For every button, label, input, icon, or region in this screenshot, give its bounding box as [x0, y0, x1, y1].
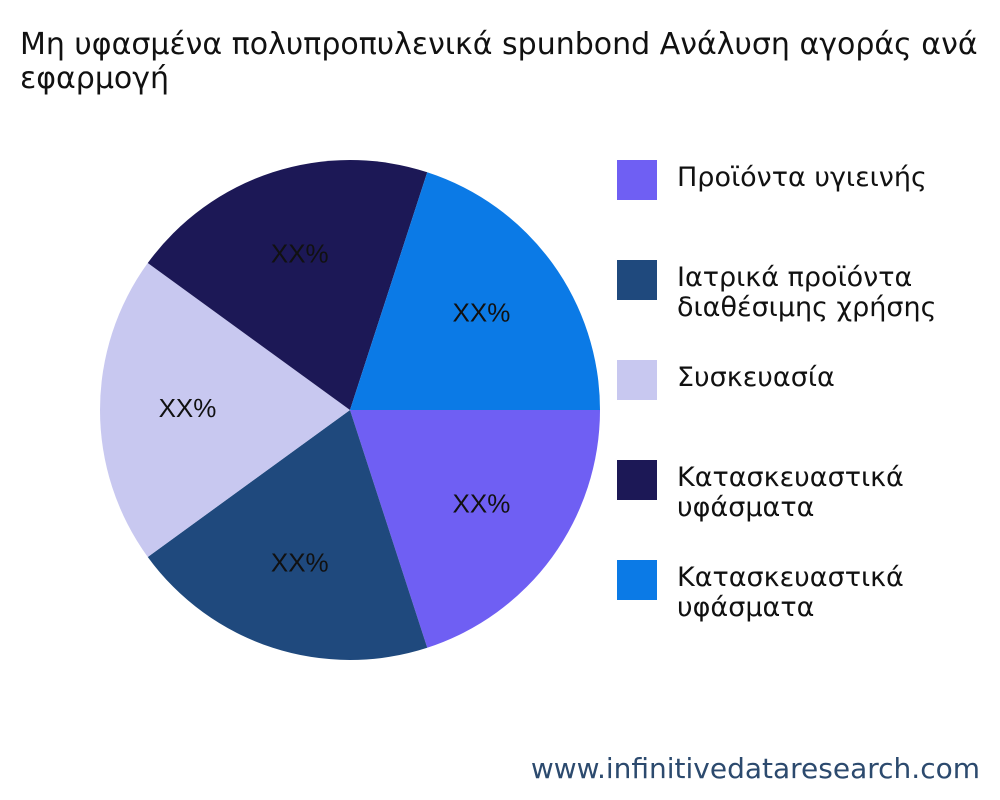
pie-slice: [147, 160, 428, 410]
legend-label: Συσκευασία: [677, 362, 835, 393]
pie-slice: [100, 263, 350, 557]
legend-label: Κατασκευαστικά υφάσματα: [677, 462, 904, 523]
data-label: XX%: [271, 238, 329, 268]
pie-slice: [350, 172, 600, 410]
legend-label: Κατασκευαστικά υφάσματα: [677, 562, 904, 623]
data-label: XX%: [159, 393, 217, 423]
legend-label: Προϊόντα υγιεινής: [677, 162, 927, 193]
legend-label: Ιατρικά προϊόντα διαθέσιμης χρήσης: [677, 262, 937, 323]
pie-slice: [350, 410, 600, 648]
data-label: XX%: [453, 297, 511, 327]
pie-slice: [147, 410, 428, 660]
data-label: XX%: [453, 488, 511, 518]
legend-swatch: [617, 460, 657, 500]
legend-swatch: [617, 160, 657, 200]
chart-title: Μη υφασμένα πολυπροπυλενικά spunbond Ανά…: [20, 28, 978, 96]
data-label: XX%: [271, 547, 329, 577]
legend-swatch: [617, 360, 657, 400]
legend-swatch: [617, 560, 657, 600]
source: www.infinitivedataresearch.com: [530, 752, 980, 785]
legend-swatch: [617, 260, 657, 300]
